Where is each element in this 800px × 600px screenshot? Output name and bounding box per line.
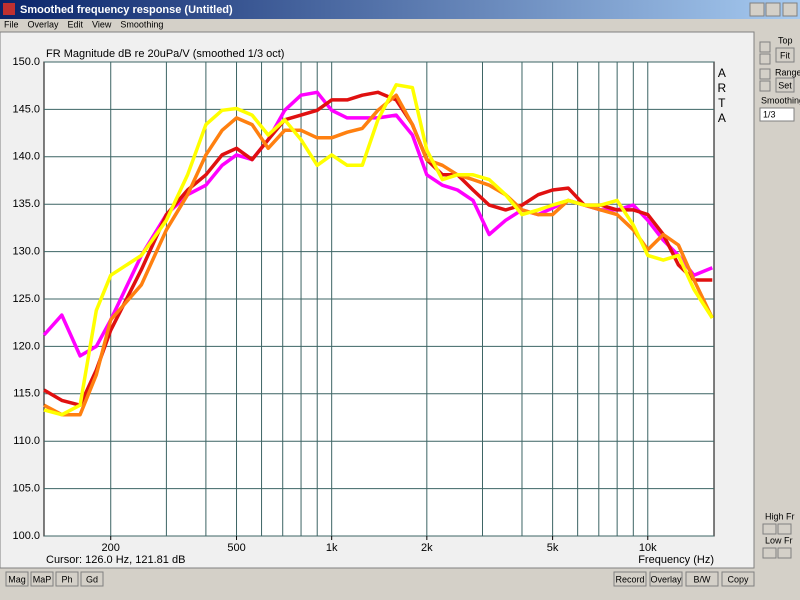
x-tick-label: 500 [227, 542, 245, 554]
y-tick-label: 150.0 [12, 56, 40, 68]
data-line [43, 90, 713, 407]
menu-item[interactable]: File [4, 19, 19, 29]
y-tick-label: 125.0 [12, 293, 40, 305]
watermark: ARTA [715, 66, 729, 126]
y-tick-label: 110.0 [13, 435, 40, 447]
x-tick-label: 5k [547, 542, 559, 554]
set-button-label: Set [778, 80, 792, 90]
low-fr-label: Low Fr [765, 535, 793, 545]
range-up[interactable] [759, 68, 771, 80]
view-button[interactable] [55, 571, 79, 587]
y-tick-label: 105.0 [12, 483, 40, 495]
x-tick-label: 200 [102, 542, 120, 554]
action-button[interactable] [721, 571, 755, 587]
view-button-label: MaP [33, 574, 52, 584]
high-fr-label: High Fr [765, 511, 795, 521]
y-tick-label: 135.0 [12, 198, 40, 210]
maximize-button[interactable] [765, 2, 781, 17]
y-tick-label: 140.0 [12, 151, 40, 163]
window-title: Smoothed frequency response (Untitled) [20, 4, 233, 16]
y-tick-label: 145.0 [12, 103, 40, 115]
smoothing-select[interactable] [759, 107, 795, 122]
cursor-readout: Cursor: 126.0 Hz, 121.81 dB [46, 554, 185, 566]
action-button-label: Copy [727, 574, 749, 584]
title-bar [0, 0, 800, 19]
range-label: Range [775, 67, 800, 77]
view-button-label: Gd [86, 574, 98, 584]
low-fr-right[interactable] [777, 547, 792, 559]
view-button[interactable] [80, 571, 104, 587]
view-button[interactable] [5, 571, 29, 587]
fit-button-label: Fit [780, 50, 790, 60]
minimize-button[interactable] [749, 2, 765, 17]
menu-item[interactable]: Smoothing [120, 19, 163, 29]
high-fr-right[interactable] [777, 523, 792, 535]
action-button[interactable] [613, 571, 647, 587]
close-button[interactable] [782, 2, 798, 17]
high-fr-left[interactable] [762, 523, 777, 535]
top-up[interactable] [759, 41, 771, 53]
action-button-label: B/W [694, 574, 712, 584]
set-button[interactable] [775, 77, 795, 93]
action-button-label: Record [615, 574, 644, 584]
menu-item[interactable]: Edit [68, 19, 84, 29]
top-down[interactable] [759, 53, 771, 65]
x-axis-label: Frequency (Hz) [638, 554, 714, 566]
fit-button[interactable] [775, 47, 795, 63]
action-button[interactable] [649, 571, 683, 587]
low-fr-left[interactable] [762, 547, 777, 559]
view-button-label: Mag [8, 574, 26, 584]
smoothing-value: 1/3 [763, 109, 776, 119]
chart-title: FR Magnitude dB re 20uPa/V (smoothed 1/3… [46, 48, 284, 60]
x-tick-label: 10k [639, 542, 657, 554]
app-icon [3, 3, 15, 15]
view-button-label: Ph [61, 574, 72, 584]
smoothing-label: Smoothing [761, 95, 800, 105]
data-line [43, 83, 714, 417]
y-tick-label: 115.0 [13, 388, 40, 400]
action-button-label: Overlay [650, 574, 682, 584]
y-tick-label: 130.0 [12, 246, 40, 258]
top-label: Top [778, 35, 793, 45]
range-down[interactable] [759, 80, 771, 92]
action-button[interactable] [685, 571, 719, 587]
menu-item[interactable]: Overlay [28, 19, 60, 29]
x-tick-label: 2k [421, 542, 433, 554]
menu-item[interactable]: View [92, 19, 112, 29]
y-tick-label: 120.0 [12, 340, 40, 352]
y-tick-label: 100.0 [12, 530, 40, 542]
data-line [43, 93, 714, 417]
x-tick-label: 1k [326, 542, 338, 554]
view-button[interactable] [30, 571, 54, 587]
